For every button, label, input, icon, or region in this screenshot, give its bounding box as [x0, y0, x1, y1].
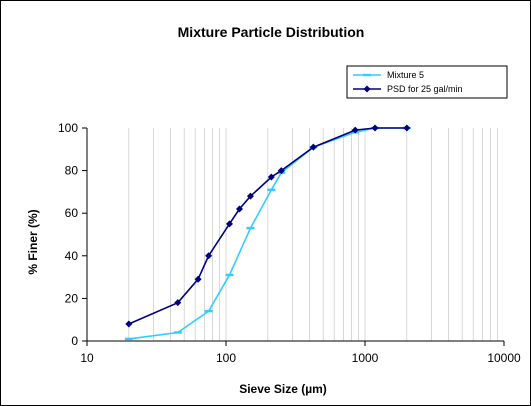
data-point-1	[309, 143, 317, 151]
data-point-1	[371, 124, 379, 132]
plot-area: 0 20 40 60 80 100 10 100 1000 10000	[58, 121, 521, 365]
data-point-1	[246, 192, 254, 200]
data-point-0	[204, 309, 213, 313]
y-tick-label: 0	[71, 334, 78, 348]
y-tick-label: 20	[65, 291, 79, 305]
data-point-0	[246, 226, 255, 230]
legend-label-mixture-5: Mixture 5	[387, 70, 424, 80]
y-axis-label: % Finer (%)	[26, 209, 40, 274]
y-tick-label: 60	[65, 206, 79, 220]
legend-box	[346, 65, 508, 99]
data-point-1	[235, 205, 243, 213]
legend-marker-mixture-5	[363, 73, 371, 77]
data-point-0	[124, 337, 133, 341]
x-axis-label: Sieve Size (µm)	[239, 382, 327, 396]
data-point-1	[351, 126, 359, 134]
data-point-1	[174, 299, 182, 307]
data-point-1	[205, 252, 213, 260]
y-tick-label: 80	[65, 164, 79, 178]
legend: Mixture 5 PSD for 25 gal/min	[346, 65, 508, 99]
x-tick-label: 10	[80, 351, 94, 365]
data-point-1	[277, 167, 285, 175]
x-tick-label: 10000	[487, 351, 521, 365]
data-point-0	[267, 188, 276, 191]
x-tick-label: 100	[216, 351, 236, 365]
data-point-0	[225, 273, 234, 277]
y-tick-label: 40	[65, 249, 79, 263]
y-tick-label: 100	[58, 121, 78, 135]
x-tick-label: 1000	[352, 351, 379, 365]
data-point-0	[173, 331, 182, 334]
data-point-1	[267, 173, 275, 181]
data-point-1	[125, 320, 133, 328]
data-point-1	[403, 124, 411, 132]
chart-title: Mixture Particle Distribution	[178, 24, 365, 40]
legend-marker-psd	[363, 85, 371, 93]
data-point-1	[194, 275, 202, 283]
legend-label-psd: PSD for 25 gal/min	[387, 84, 463, 94]
data-point-1	[226, 220, 234, 228]
